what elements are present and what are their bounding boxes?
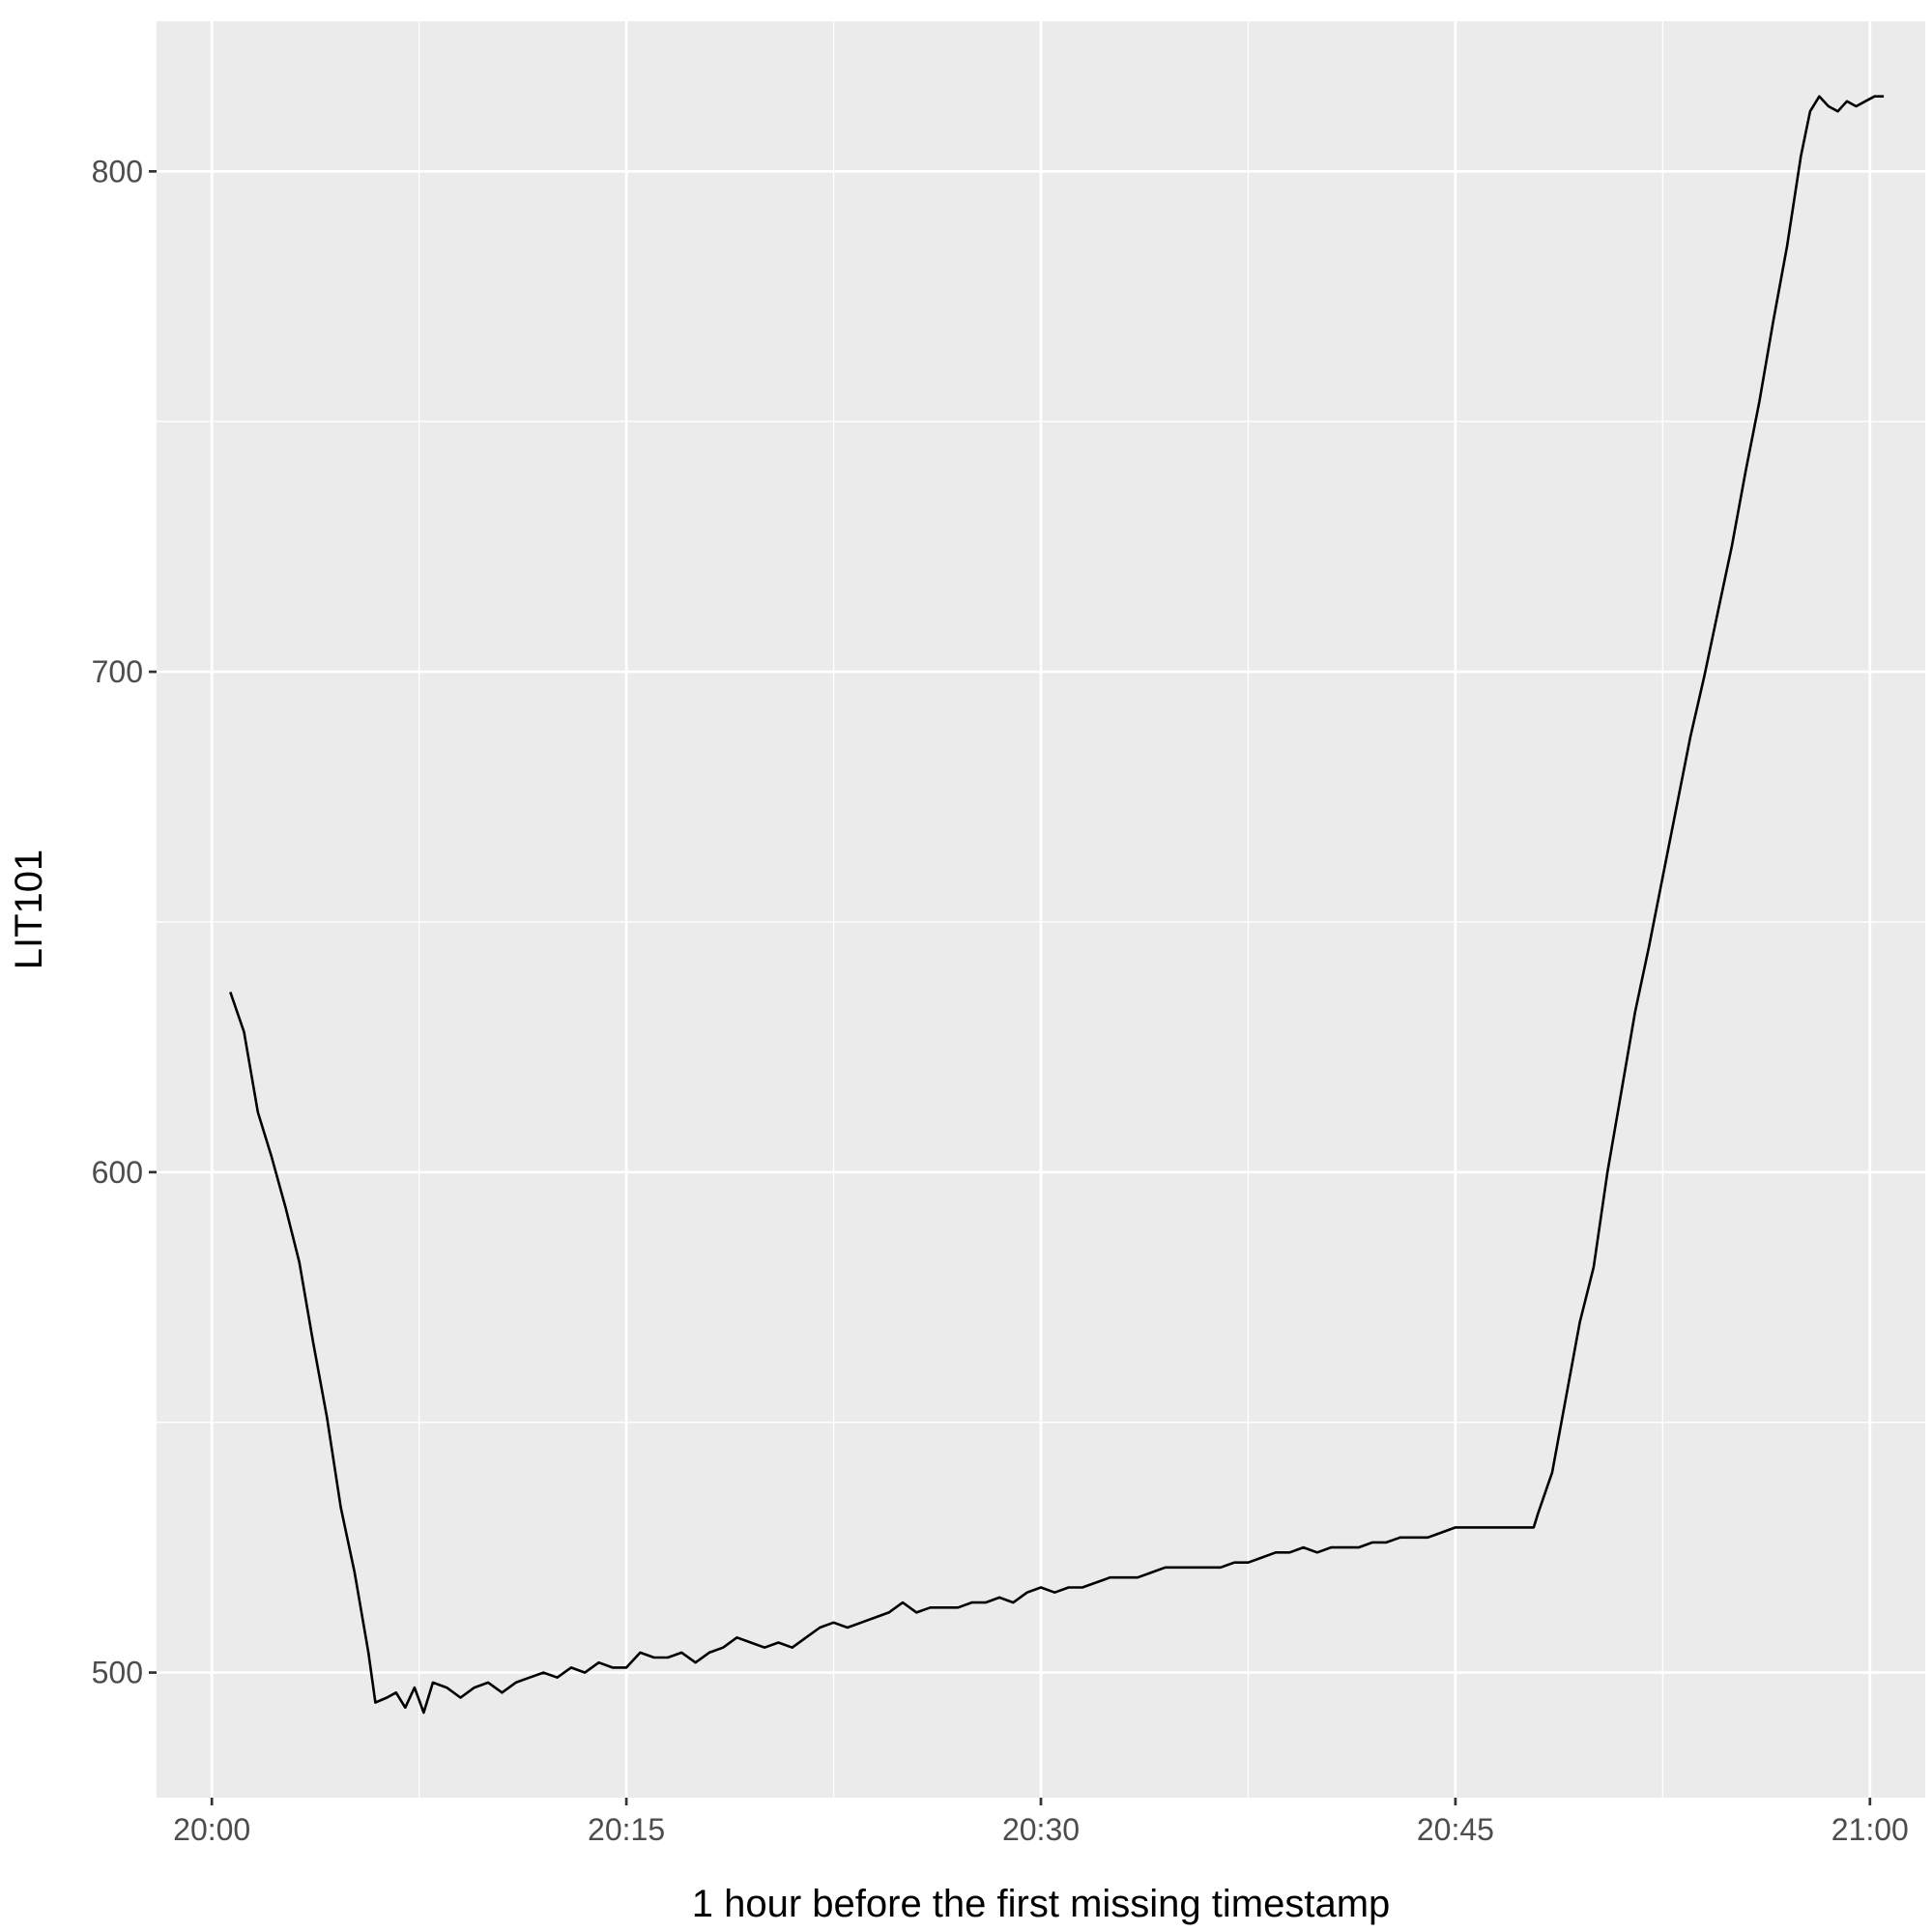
x-tick-label: 20:45 <box>1417 1812 1494 1847</box>
y-tick-label: 800 <box>92 154 143 188</box>
x-tick-label: 20:00 <box>173 1812 250 1847</box>
y-tick-label: 700 <box>92 654 143 689</box>
y-axis-title: LIT101 <box>8 850 50 970</box>
x-axis-ticks: 20:00 20:15 20:30 20:45 21:00 <box>173 1798 1909 1847</box>
y-tick-label: 600 <box>92 1155 143 1190</box>
x-tick-label: 21:00 <box>1831 1812 1909 1847</box>
series-line <box>229 95 1885 1715</box>
x-tick-label: 20:15 <box>588 1812 665 1847</box>
grid-lines <box>157 21 1925 1798</box>
series-layer <box>229 95 1885 1715</box>
y-tick-label: 500 <box>92 1656 143 1690</box>
x-tick-label: 20:30 <box>1002 1812 1080 1847</box>
y-axis-ticks: 500 600 700 800 <box>92 154 157 1690</box>
x-axis-title: 1 hour before the first missing timestam… <box>692 1883 1391 1925</box>
